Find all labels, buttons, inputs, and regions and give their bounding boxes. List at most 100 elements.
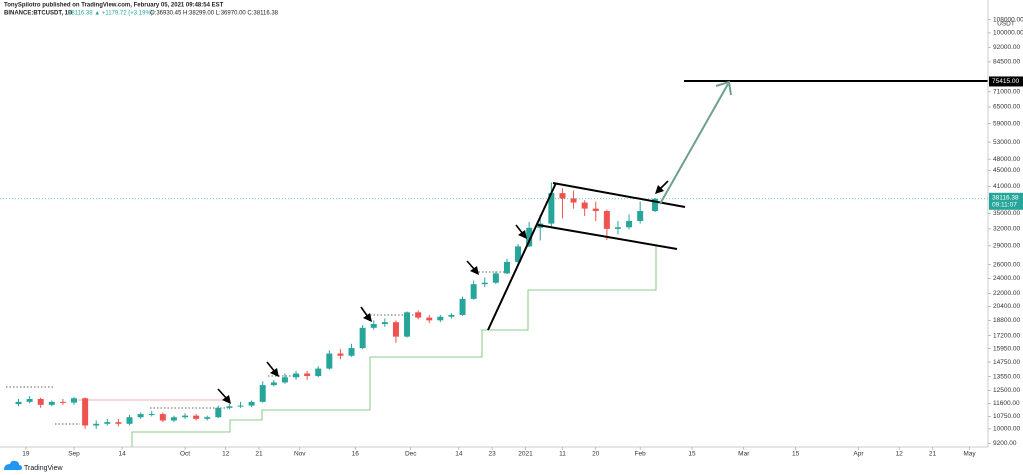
x-tick-label: 19 [22, 451, 30, 458]
x-tick-label: 15 [792, 451, 800, 458]
candle-body [503, 261, 510, 274]
candle-body [359, 327, 366, 349]
candle-body [48, 401, 55, 405]
y-tick-label: 13550.00 [993, 373, 1020, 380]
candle-body [448, 314, 455, 317]
candle-body [526, 227, 533, 247]
candle-body [404, 312, 411, 337]
x-tick-label: 21 [255, 451, 263, 458]
candle-body [548, 193, 555, 224]
candle-body [281, 377, 288, 383]
dotted-levels [6, 271, 505, 425]
candle-body [381, 322, 388, 325]
candle-body [437, 316, 444, 321]
candle-body [315, 368, 322, 377]
candle-body [293, 373, 300, 378]
candle-body [215, 407, 222, 418]
y-tick-label: 48000.00 [993, 156, 1020, 163]
candle-body [226, 406, 233, 408]
candle-body [193, 415, 200, 419]
x-tick-label: May [963, 451, 976, 458]
candle-body [603, 211, 610, 229]
last-price-box [989, 192, 1023, 210]
trend-line [487, 182, 557, 331]
candle-body [115, 422, 122, 424]
y-tick-label: 35000.00 [993, 210, 1020, 217]
y-tick-label: 24000.00 [993, 275, 1020, 282]
candle-body [651, 198, 658, 212]
projection-arrow [659, 80, 732, 205]
y-tick-label: 17200.00 [993, 332, 1020, 339]
candle-body [614, 227, 621, 229]
candle-body [415, 312, 422, 318]
target-box [989, 76, 1023, 87]
candle-body [392, 322, 399, 337]
candle-body [137, 414, 144, 418]
symbol: BINANCE:BTCUSDT, 1D [4, 11, 73, 17]
candle-body [626, 220, 633, 228]
candle-body [337, 353, 344, 356]
candle-body [237, 405, 244, 407]
candle-body [559, 193, 566, 199]
x-tick-label: Dec [405, 451, 417, 458]
candle-body [26, 398, 33, 402]
brand-name: TradingView [24, 465, 63, 472]
y-tick-label: 20400.00 [993, 303, 1020, 310]
indicator-lines [6, 245, 657, 447]
x-tick-label: Sep [68, 451, 80, 458]
y-tick-label: 10750.00 [993, 413, 1020, 420]
y-tick-label: 71000.00 [993, 89, 1020, 96]
candle-body [59, 401, 66, 403]
candle-body [459, 298, 466, 315]
y-tick-label: 9200.00 [993, 440, 1017, 447]
y-tick-label: 45000.00 [993, 167, 1020, 174]
candle-body [581, 202, 588, 209]
countdown: 09:11:07 [992, 202, 1017, 209]
y-tick-label: 29000.00 [993, 243, 1020, 250]
candle-body [248, 401, 255, 406]
y-tick-label: 14750.00 [993, 359, 1020, 366]
x-tick-label: 20 [592, 451, 600, 458]
candle-body [159, 414, 166, 421]
x-tick-label: 21 [929, 451, 937, 458]
x-tick-label: 11 [559, 451, 566, 458]
x-tick-label: 12 [222, 451, 230, 458]
x-tick-label: Nov [294, 451, 306, 458]
candle-body [426, 317, 433, 321]
x-tick-label: 16 [352, 451, 360, 458]
candle-body [570, 198, 577, 203]
x-tick-label: 2021 [518, 451, 533, 458]
candle-body [348, 348, 355, 356]
candle-body [492, 273, 499, 283]
y-tick-label: 100000.00 [993, 30, 1023, 37]
y-tick-label: 84500.00 [993, 59, 1020, 66]
y-tick-label: 92000.00 [993, 44, 1020, 51]
support-step-line [131, 245, 657, 447]
x-tick-label: 14 [455, 451, 463, 458]
x-tick-label: 12 [896, 451, 904, 458]
ohlc: O:36930.45 H:38299.00 L:36970.00 C:38116… [150, 11, 279, 17]
candle-body [204, 417, 211, 419]
y-tick-label: 41000.00 [993, 183, 1020, 190]
y-tick-label: 32000.00 [993, 226, 1020, 233]
y-tick-label: 12500.00 [993, 387, 1020, 394]
x-tick-label: Feb [635, 451, 647, 458]
y-tick-label: 26000.00 [993, 261, 1020, 268]
candle-body [15, 401, 22, 405]
candle-body [148, 414, 155, 416]
x-tick-label: 14 [118, 451, 126, 458]
flag-top-line [552, 182, 686, 208]
change: 38116.38 ▲ +1179.72 (+3.19%) [68, 11, 153, 17]
x-tick-label: 15 [688, 451, 696, 458]
candle-body [126, 417, 133, 424]
candle-body [304, 373, 311, 377]
candle-body [71, 398, 78, 403]
candle-body [259, 385, 266, 402]
candle-body [104, 422, 111, 424]
y-tick-label: 15950.00 [993, 345, 1020, 352]
plot-area [0, 182, 988, 429]
last-price-label: 38116.38 [992, 195, 1019, 202]
x-tick-label: 23 [489, 451, 497, 458]
candle-body [326, 353, 333, 369]
